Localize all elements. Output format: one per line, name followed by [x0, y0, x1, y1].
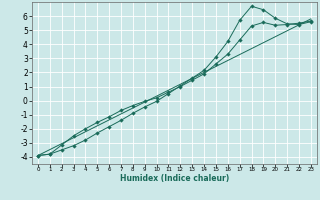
X-axis label: Humidex (Indice chaleur): Humidex (Indice chaleur) [120, 174, 229, 183]
